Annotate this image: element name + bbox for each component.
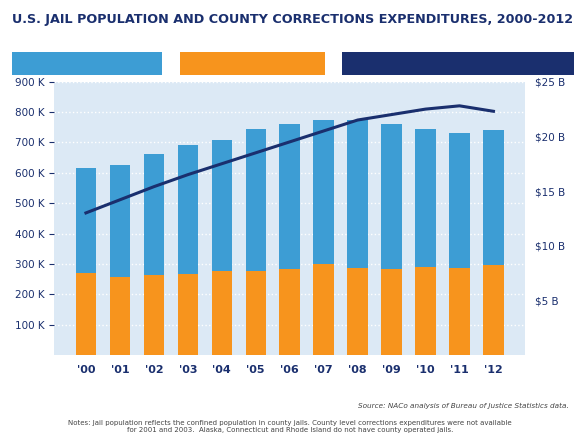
Text: U.S. JAIL POPULATION AND COUNTY CORRECTIONS EXPENDITURES, 2000-2012: U.S. JAIL POPULATION AND COUNTY CORRECTI… [12, 13, 572, 26]
Bar [212, 271, 232, 355]
Bar [177, 145, 198, 274]
Bar [313, 264, 334, 355]
Bar [450, 133, 470, 268]
Bar [177, 274, 198, 355]
Bar [415, 267, 436, 355]
Bar [110, 165, 130, 277]
Bar [382, 269, 402, 355]
Bar [245, 271, 266, 355]
Bar [280, 269, 300, 355]
Bar [280, 124, 300, 269]
Bar [450, 268, 470, 355]
Bar [347, 268, 368, 355]
Bar [382, 124, 402, 269]
Bar [76, 273, 96, 355]
Text: County Corrections Expenditures: County Corrections Expenditures [349, 59, 526, 68]
Bar [245, 129, 266, 271]
Text: Notes: Jail population reflects the confined population in county jails. County : Notes: Jail population reflects the conf… [68, 420, 512, 433]
Bar [144, 275, 164, 355]
Text: Source: NACo analysis of Bureau of Justice Statistics data.: Source: NACo analysis of Bureau of Justi… [358, 403, 568, 409]
Bar [76, 168, 96, 273]
Bar [415, 129, 436, 267]
Bar [483, 130, 503, 265]
Bar [110, 277, 130, 355]
Bar [212, 140, 232, 271]
Text: Pretrial Jail Population: Pretrial Jail Population [19, 59, 140, 68]
Text: Convicted Jail Population: Convicted Jail Population [187, 59, 321, 68]
Bar [347, 120, 368, 268]
Bar [144, 154, 164, 275]
Bar [483, 265, 503, 355]
Bar [313, 120, 334, 264]
